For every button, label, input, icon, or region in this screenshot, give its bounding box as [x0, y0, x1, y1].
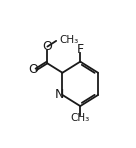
Text: CH₃: CH₃ [71, 113, 90, 123]
Text: N: N [55, 88, 64, 100]
Text: O: O [29, 63, 38, 76]
Text: F: F [77, 43, 84, 56]
Text: O: O [42, 40, 52, 53]
Text: CH₃: CH₃ [60, 35, 79, 45]
